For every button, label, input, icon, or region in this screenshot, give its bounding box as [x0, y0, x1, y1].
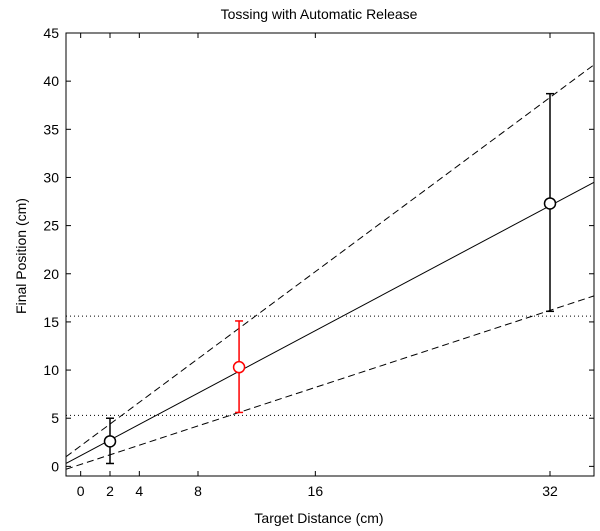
chart-title: Tossing with Automatic Release — [221, 6, 418, 22]
y-tick-label-35: 35 — [43, 121, 59, 137]
bound-line-1 — [65, 64, 595, 458]
x-tick-label-8: 8 — [194, 483, 202, 499]
y-tick-label-10: 10 — [43, 362, 59, 378]
x-tick-label-0: 0 — [77, 483, 85, 499]
x-tick-label-16: 16 — [308, 483, 324, 499]
x-tick-label-4: 4 — [135, 483, 143, 499]
x-tick-label-32: 32 — [542, 483, 558, 499]
fit-line — [65, 181, 595, 464]
y-tick-label-45: 45 — [43, 25, 59, 41]
axes-frame — [65, 32, 595, 477]
y-tick-label-30: 30 — [43, 169, 59, 185]
y-tick-label-25: 25 — [43, 218, 59, 234]
y-tick-label-0: 0 — [51, 458, 59, 474]
y-axis-label: Final Position (cm) — [13, 198, 29, 314]
y-tick-label-40: 40 — [43, 73, 59, 89]
data-point-2 — [232, 360, 246, 374]
y-tick-label-15: 15 — [43, 314, 59, 330]
y-tick-label-20: 20 — [43, 266, 59, 282]
data-point-1 — [103, 435, 117, 448]
x-tick-label-2: 2 — [106, 483, 114, 499]
y-tick-label-5: 5 — [51, 410, 59, 426]
bound-line-2 — [65, 295, 595, 470]
x-axis-label: Target Distance (cm) — [254, 510, 383, 526]
data-point-3 — [543, 197, 557, 210]
plot-area: 0 2 4 8 16 32 0 5 10 15 20 25 30 35 40 45 — [43, 25, 595, 499]
